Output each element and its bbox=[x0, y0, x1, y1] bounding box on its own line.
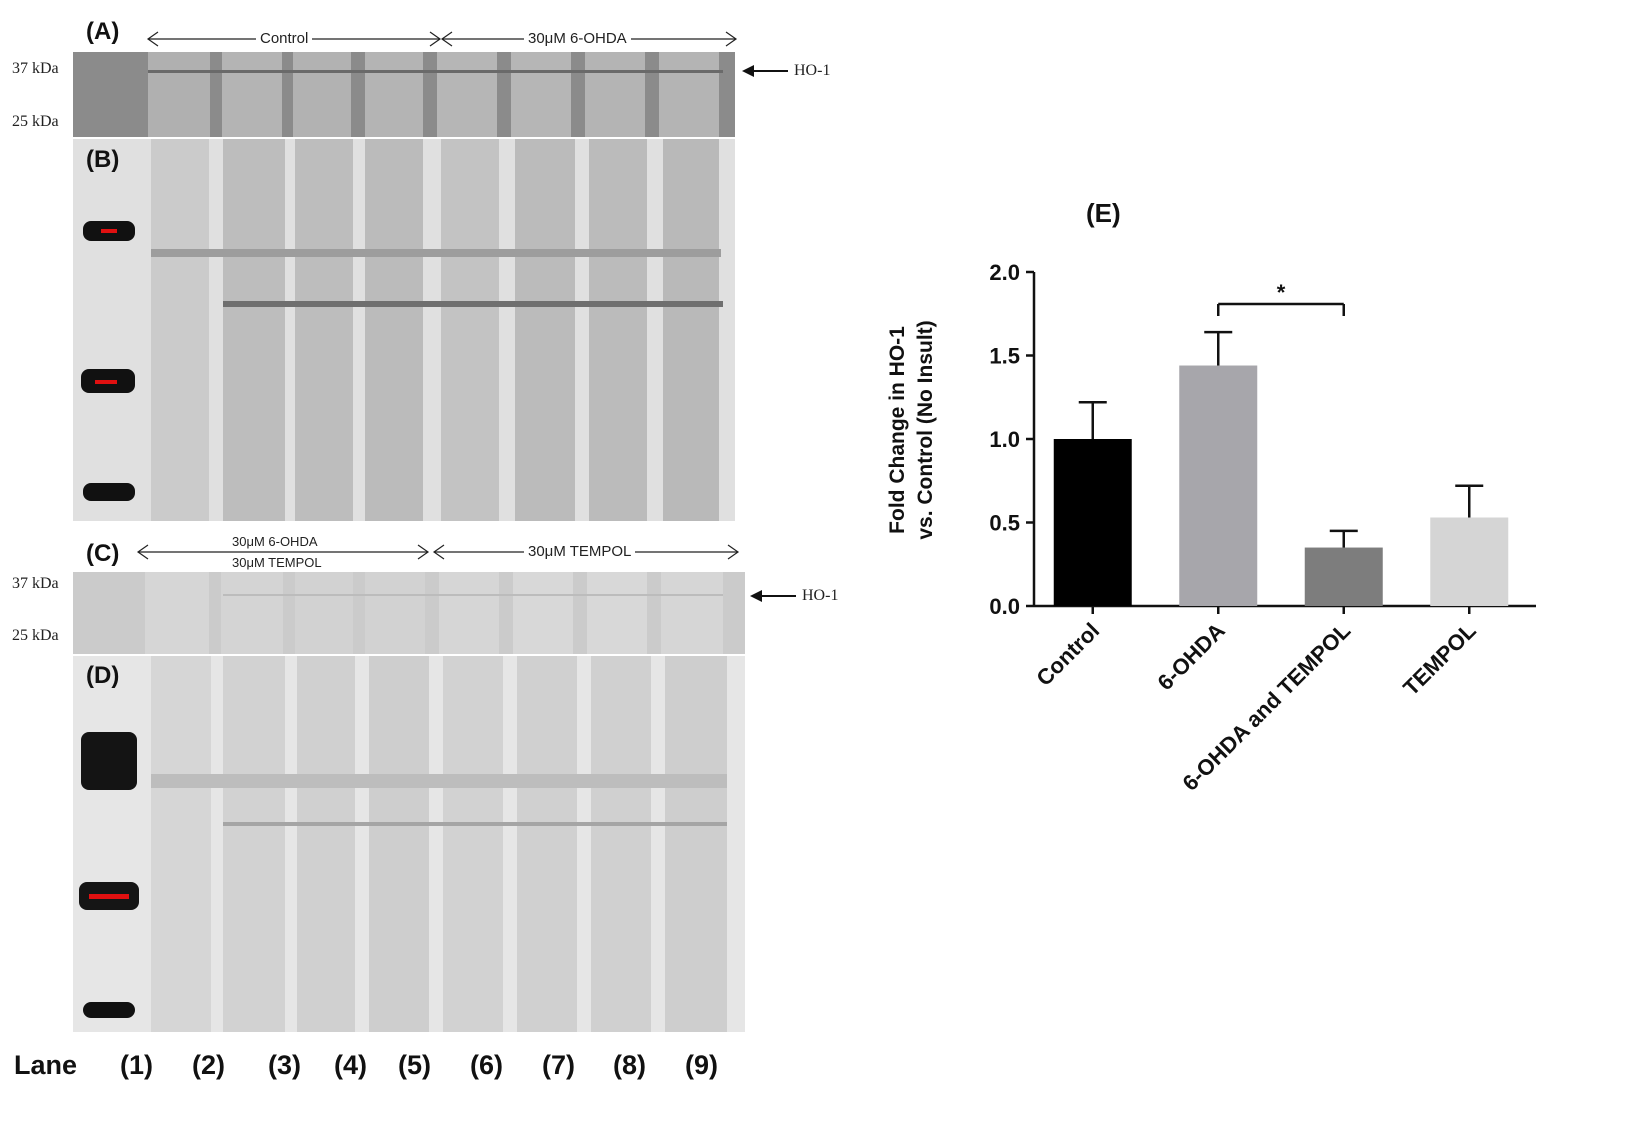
blot-c bbox=[73, 572, 745, 654]
panel-b-label: (B) bbox=[86, 146, 120, 173]
lane-label: (4) bbox=[334, 1050, 367, 1080]
y-tick-label: 0.0 bbox=[989, 594, 1020, 619]
lane-label: (8) bbox=[613, 1050, 646, 1080]
y-axis-label: vs. Control (No Insult) bbox=[914, 320, 937, 539]
y-tick-label: 0.5 bbox=[989, 511, 1020, 536]
kda-37-a: 37 kDa bbox=[12, 60, 59, 77]
panel-a-label: (A) bbox=[86, 18, 120, 45]
x-tick-label: 6-OHDA bbox=[1152, 618, 1229, 695]
group-arrows-c bbox=[136, 544, 740, 560]
kda-25-a: 25 kDa bbox=[12, 113, 59, 130]
panel-e-label: (E) bbox=[1086, 198, 1121, 228]
group-label-combo-2: 30μM TEMPOL bbox=[228, 555, 326, 570]
blot-d bbox=[73, 656, 745, 1032]
group-label-6ohda: 30μM 6-OHDA bbox=[524, 30, 631, 47]
kda-25-c: 25 kDa bbox=[12, 627, 59, 644]
lane-label: (6) bbox=[470, 1050, 503, 1080]
ho1-arrow-a bbox=[742, 65, 788, 77]
group-arrows-a bbox=[146, 31, 738, 47]
lane-title: Lane bbox=[14, 1050, 78, 1080]
y-tick-label: 1.0 bbox=[989, 427, 1020, 452]
panel-d-label: (D) bbox=[86, 662, 120, 689]
panel-c-label: (C) bbox=[86, 540, 120, 567]
significance-label: * bbox=[1277, 280, 1286, 305]
lane-label: (3) bbox=[268, 1050, 301, 1080]
group-label-combo-1: 30μM 6-OHDA bbox=[228, 534, 322, 549]
ho1-label-a: HO-1 bbox=[794, 62, 831, 79]
lane-label: (9) bbox=[685, 1050, 718, 1080]
fold-change-chart: 0.0 0.5 1.0 1.5 2.0 Fold Change in HO-1 vs. Co… bbox=[886, 260, 1536, 796]
lane-label: (2) bbox=[192, 1050, 225, 1080]
bar bbox=[1179, 365, 1258, 606]
group-label-control: Control bbox=[256, 30, 313, 47]
group-label-tempol: 30μM TEMPOL bbox=[524, 543, 636, 560]
blot-a bbox=[73, 52, 735, 137]
lane-label: (7) bbox=[542, 1050, 575, 1080]
lane-label: (5) bbox=[398, 1050, 431, 1080]
lane-label: (1) bbox=[120, 1050, 153, 1080]
ho1-arrow-c bbox=[750, 590, 796, 602]
x-tick-label: Control bbox=[1031, 618, 1104, 691]
bar bbox=[1304, 547, 1383, 606]
bar bbox=[1053, 439, 1132, 606]
bar bbox=[1430, 517, 1509, 606]
y-tick-label: 2.0 bbox=[989, 260, 1020, 285]
x-tick-label: TEMPOL bbox=[1398, 618, 1480, 700]
y-axis-label: Fold Change in HO-1 bbox=[886, 326, 909, 534]
kda-37-c: 37 kDa bbox=[12, 575, 59, 592]
ho1-label-c: HO-1 bbox=[802, 587, 839, 604]
blot-b bbox=[73, 139, 735, 521]
y-tick-label: 1.5 bbox=[989, 344, 1020, 369]
